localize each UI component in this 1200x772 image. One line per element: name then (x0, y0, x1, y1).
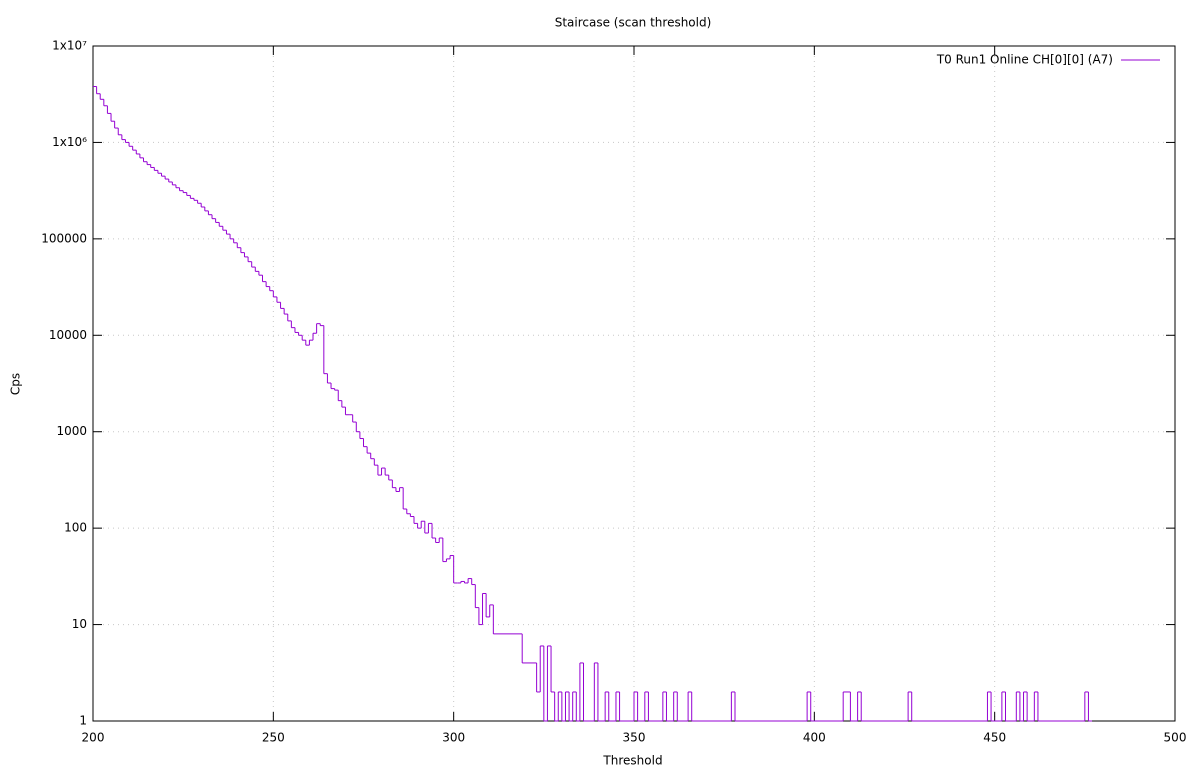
x-tick-label: 350 (623, 731, 646, 745)
y-tick-label: 10000 (49, 328, 87, 342)
y-tick-label: 1 (79, 714, 87, 728)
chart-title: Staircase (scan threshold) (555, 16, 712, 30)
x-tick-label: 200 (82, 731, 105, 745)
y-tick-label: 1000 (56, 424, 87, 438)
x-axis-label: Threshold (602, 754, 662, 768)
x-tick-label: 400 (803, 731, 826, 745)
legend-label: T0 Run1 Online CH[0][0] (A7) (936, 53, 1113, 67)
y-tick-label: 10 (72, 617, 87, 631)
x-tick-label: 250 (262, 731, 285, 745)
y-axis-label: Cps (9, 373, 23, 395)
x-tick-label: 500 (1164, 731, 1187, 745)
y-tick-label: 100000 (41, 231, 87, 245)
y-tick-label: 1x10⁷ (52, 39, 87, 53)
y-tick-label: 1x10⁶ (52, 135, 87, 149)
x-tick-label: 300 (442, 731, 465, 745)
x-tick-label: 450 (983, 731, 1006, 745)
y-tick-label: 100 (64, 521, 87, 535)
